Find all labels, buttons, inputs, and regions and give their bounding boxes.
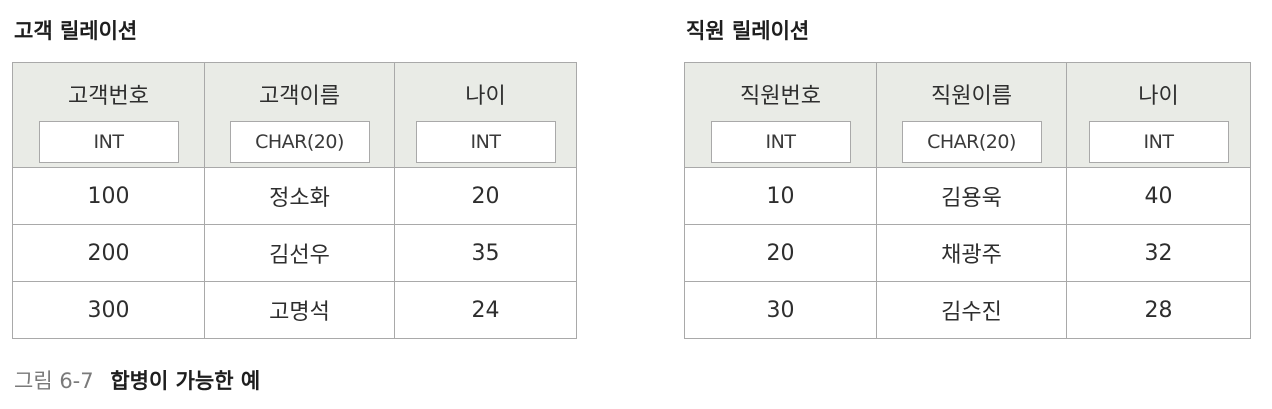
employee-relation: 직원 릴레이션 직원번호 INT 직원이름 CHAR(20) 나이 INT [684,14,1251,339]
table-row: 30 김수진 28 [684,281,1251,339]
table-cell: 김수진 [876,281,1067,339]
column-type-box: INT [710,121,851,163]
column-header-employee-id: 직원번호 INT [684,62,877,168]
table-row: 100 정소화 20 [12,167,577,225]
column-name: 직원번호 [740,84,821,109]
table-row: 300 고명석 24 [12,281,577,339]
figure-label: 그림 6-7 [14,369,94,393]
table-cell: 40 [1066,167,1251,225]
column-name: 직원이름 [931,84,1012,109]
column-type-box: CHAR(20) [229,121,370,163]
table-cell: 20 [684,224,877,282]
table-cell: 10 [684,167,877,225]
table-row: 200 김선우 35 [12,224,577,282]
table-cell: 35 [394,224,577,282]
table-cell: 김용욱 [876,167,1067,225]
column-name: 나이 [465,84,506,109]
column-name: 나이 [1138,84,1179,109]
column-name: 고객번호 [68,84,149,109]
table-cell: 고명석 [204,281,395,339]
customer-relation-table: 고객번호 INT 고객이름 CHAR(20) 나이 INT 100 정소화 20 [12,62,577,339]
header-row: 고객번호 INT 고객이름 CHAR(20) 나이 INT [12,62,577,168]
column-header-age: 나이 INT [394,62,577,168]
table-cell: 24 [394,281,577,339]
table-cell: 100 [12,167,205,225]
table-cell: 채광주 [876,224,1067,282]
table-cell: 28 [1066,281,1251,339]
column-type-box: CHAR(20) [901,121,1042,163]
column-type-box: INT [415,121,556,163]
table-cell: 300 [12,281,205,339]
table-cell: 정소화 [204,167,395,225]
table-cell: 김선우 [204,224,395,282]
customer-relation-title: 고객 릴레이션 [14,19,138,43]
employee-relation-table: 직원번호 INT 직원이름 CHAR(20) 나이 INT 10 김용욱 40 [684,62,1251,339]
column-type-box: INT [38,121,179,163]
customer-relation: 고객 릴레이션 고객번호 INT 고객이름 CHAR(20) 나이 INT [12,14,577,339]
column-name: 고객이름 [259,84,340,109]
figure-caption: 그림 6-7 합병이 가능한 예 [14,366,260,396]
column-header-employee-name: 직원이름 CHAR(20) [876,62,1067,168]
header-row: 직원번호 INT 직원이름 CHAR(20) 나이 INT [684,62,1251,168]
column-header-age: 나이 INT [1066,62,1251,168]
column-header-customer-name: 고객이름 CHAR(20) [204,62,395,168]
employee-relation-title: 직원 릴레이션 [686,19,810,43]
table-cell: 32 [1066,224,1251,282]
column-header-customer-id: 고객번호 INT [12,62,205,168]
column-type-box: INT [1088,121,1229,163]
figure-text: 합병이 가능한 예 [110,369,261,393]
table-row: 20 채광주 32 [684,224,1251,282]
table-row: 10 김용욱 40 [684,167,1251,225]
table-cell: 200 [12,224,205,282]
table-cell: 30 [684,281,877,339]
table-cell: 20 [394,167,577,225]
